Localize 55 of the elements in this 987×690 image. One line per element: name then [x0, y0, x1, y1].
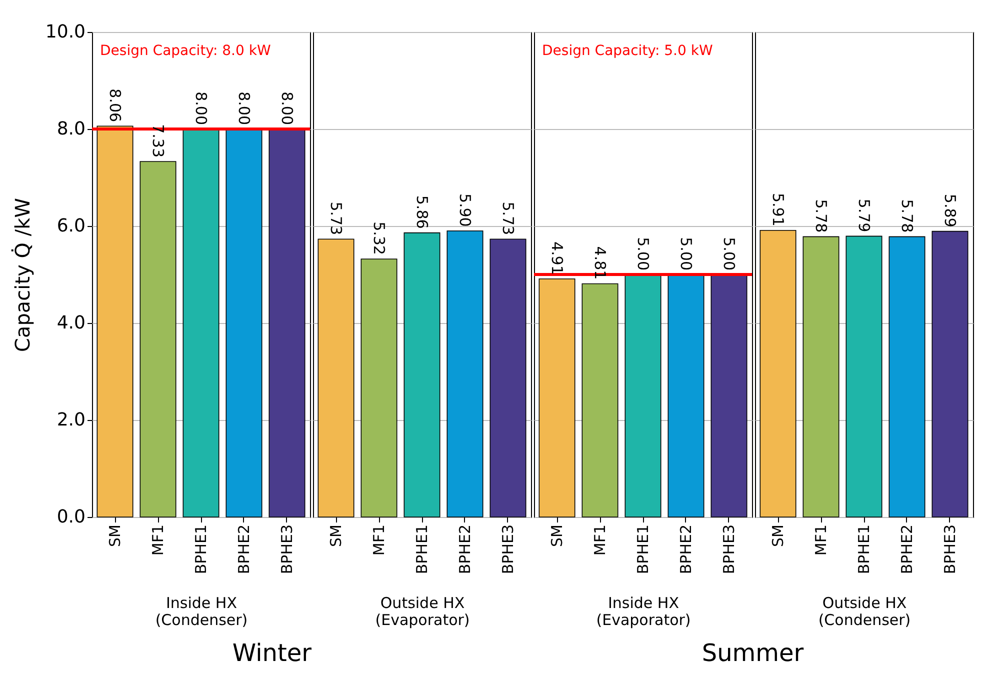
data-label: 5.00 — [720, 237, 738, 270]
y-tick-label: 0.0 — [56, 506, 86, 528]
data-label: 5.73 — [498, 202, 517, 236]
data-label: 5.78 — [812, 199, 830, 233]
x-tick-label: SM — [548, 524, 566, 547]
x-axis-title: Outside HX (Condenser) — [818, 594, 911, 630]
x-tick-label: BPHE3 — [498, 524, 517, 574]
x-tick-label: BPHE3 — [940, 524, 959, 574]
x-tick-label: BPHE3 — [720, 524, 738, 574]
data-label: 5.89 — [940, 194, 959, 228]
x-tick-label: MF1 — [370, 524, 388, 556]
data-label: 5.32 — [370, 222, 388, 255]
data-label: 5.78 — [898, 199, 916, 233]
data-label: 8.00 — [235, 92, 253, 125]
data-label: 5.00 — [677, 237, 695, 270]
data-label: 4.91 — [548, 241, 566, 275]
x-tick-label: BPHE2 — [456, 524, 474, 574]
data-label: 5.90 — [456, 193, 474, 227]
x-axis-title: Inside HX (Evaporator) — [596, 594, 691, 630]
data-label: 8.06 — [106, 88, 124, 122]
x-tick-label: BPHE3 — [278, 524, 296, 574]
ref-line-label: Design Capacity: 5.0 kW — [542, 43, 713, 59]
y-tick-label: 6.0 — [56, 216, 86, 236]
x-tick-label: SM — [769, 524, 788, 547]
data-label: 5.73 — [327, 202, 346, 236]
data-label: 8.00 — [192, 92, 210, 125]
data-label: 4.81 — [591, 246, 609, 280]
x-tick-label: BPHE1 — [855, 524, 873, 574]
data-label: 5.86 — [413, 195, 431, 229]
y-tick-label: 4.0 — [56, 312, 86, 334]
ref-line-label: Design Capacity: 8.0 kW — [100, 43, 271, 59]
x-axis-title: Inside HX (Condenser) — [155, 594, 248, 630]
x-tick-label: SM — [327, 524, 346, 547]
x-tick-label: BPHE1 — [413, 524, 431, 574]
text: Summer — [702, 639, 804, 668]
x-tick-label: MF1 — [149, 524, 167, 556]
x-tick-label: SM — [106, 524, 124, 547]
y-tick-label: 2.0 — [56, 410, 86, 430]
x-tick-label: BPHE2 — [235, 524, 253, 574]
x-tick-label: MF1 — [591, 524, 609, 556]
x-axis-title: Outside HX (Evaporator) — [375, 594, 470, 630]
x-tick-label: BPHE2 — [677, 524, 695, 574]
text: Winter — [232, 639, 312, 668]
data-label: 8.00 — [278, 92, 296, 125]
x-tick-label: BPHE2 — [898, 524, 916, 574]
x-tick-label: MF1 — [812, 524, 830, 556]
data-label: 5.00 — [634, 237, 652, 270]
y-axis-title: Capacity Q̇ /kW — [10, 198, 34, 352]
x-tick-label: BPHE1 — [192, 524, 210, 574]
x-tick-label: BPHE1 — [634, 524, 652, 574]
y-tick-label: 8.0 — [56, 118, 86, 140]
data-label: 5.79 — [855, 198, 873, 232]
data-label: 5.91 — [769, 192, 788, 226]
data-label: 7.33 — [149, 124, 167, 158]
y-tick-label: 10.0 — [45, 22, 86, 42]
